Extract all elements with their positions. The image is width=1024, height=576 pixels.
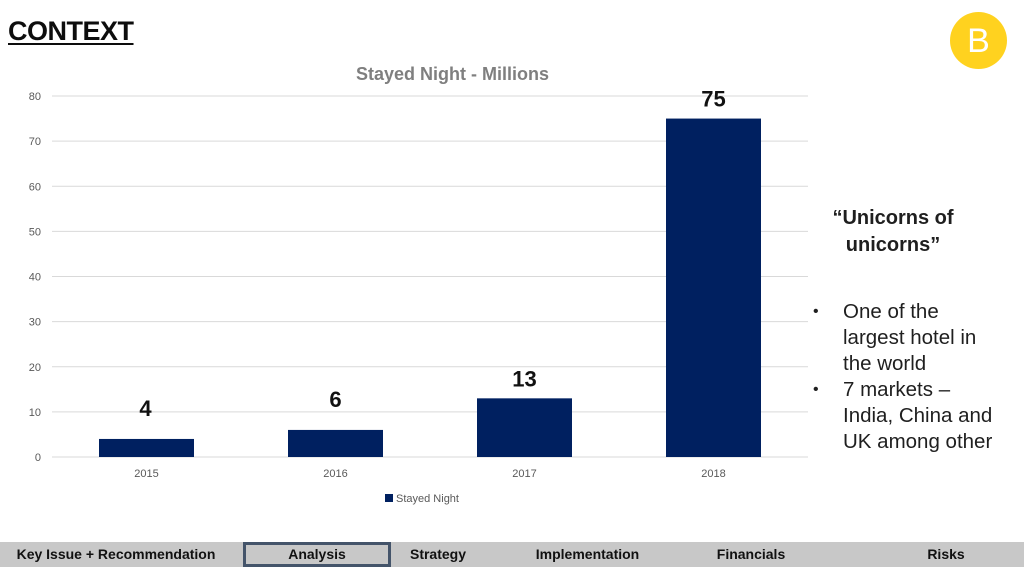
- bar-2018: [666, 118, 761, 457]
- logo-circle: [950, 12, 1007, 69]
- quote-text: “Unicorns of unicorns”: [832, 207, 954, 256]
- y-tick-label: 80: [29, 91, 41, 103]
- bar-2017: [477, 398, 572, 457]
- data-label: 4: [139, 396, 152, 421]
- chart-title: Stayed Night - Millions: [355, 64, 549, 84]
- y-axis-ticks: 0 10 20 30 40 50 60 70 80: [29, 91, 41, 464]
- legend: Stayed Night: [385, 493, 459, 505]
- y-tick-label: 60: [29, 181, 41, 193]
- bullet-text: One of the largest hotel in the world: [843, 300, 977, 375]
- data-label: 75: [701, 87, 725, 112]
- section-nav: Key Issue + Recommendation Analysis Stra…: [0, 542, 1024, 567]
- data-label: 6: [329, 387, 341, 412]
- bullet-list: • One of the largest hotel in the world …: [812, 299, 1017, 455]
- y-tick-label: 40: [29, 272, 41, 284]
- nav-strategy[interactable]: Strategy: [409, 546, 467, 562]
- bars: [99, 118, 761, 457]
- nav-implementation[interactable]: Implementation: [535, 546, 640, 562]
- x-axis-ticks: 2015 2016 2017 2018: [134, 468, 725, 480]
- bullet-text: 7 markets – India, China and UK among ot…: [843, 378, 993, 453]
- logo-icon: B: [950, 12, 1007, 69]
- y-tick-label: 30: [29, 317, 41, 329]
- data-labels: 4 6 13 75: [139, 87, 725, 421]
- x-tick-label: 2018: [701, 468, 725, 480]
- y-tick-label: 20: [29, 362, 41, 374]
- nav-financials[interactable]: Financials: [716, 546, 786, 562]
- bullet-item: • One of the largest hotel in the world: [812, 299, 993, 377]
- bullet-item: • 7 markets – India, China and UK among …: [812, 377, 993, 455]
- y-tick-label: 10: [29, 407, 41, 419]
- y-tick-label: 70: [29, 136, 41, 148]
- nav-key-issue[interactable]: Key Issue + Recommendation: [16, 546, 216, 562]
- page-title: CONTEXT: [8, 16, 134, 46]
- y-tick-label: 0: [35, 452, 41, 464]
- legend-swatch: [385, 494, 393, 502]
- x-tick-label: 2017: [512, 468, 536, 480]
- bar-2016: [288, 429, 383, 457]
- bullet-dot-icon: •: [813, 381, 819, 398]
- bullet-dot-icon: •: [813, 303, 819, 320]
- nav-risks[interactable]: Risks: [927, 546, 965, 562]
- legend-label: Stayed Night: [396, 493, 459, 505]
- side-note: “Unicorns of unicorns” • One of the larg…: [812, 205, 1017, 455]
- y-tick-label: 50: [29, 226, 41, 238]
- bar-2015: [99, 438, 194, 457]
- logo-letter: B: [967, 22, 990, 60]
- nav-analysis[interactable]: Analysis: [243, 542, 391, 567]
- data-label: 13: [512, 366, 536, 391]
- x-tick-label: 2015: [134, 468, 158, 480]
- x-tick-label: 2016: [323, 468, 347, 480]
